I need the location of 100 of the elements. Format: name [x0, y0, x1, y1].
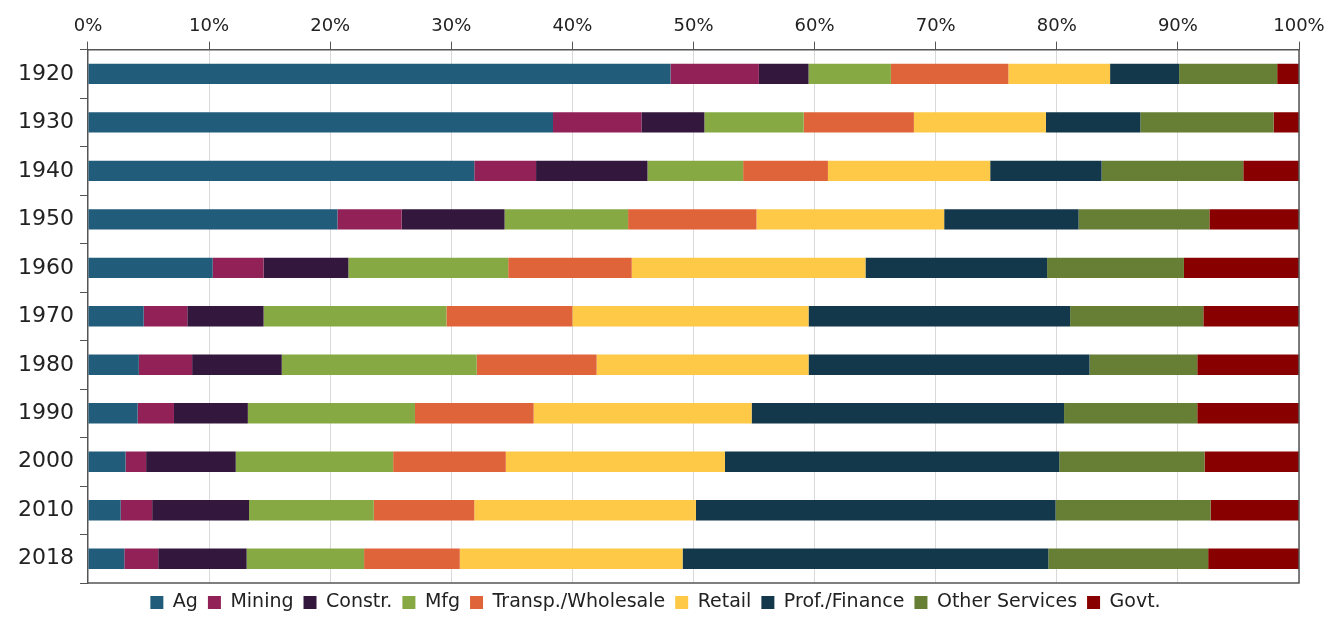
- bar: [1070, 306, 1204, 327]
- bar: [401, 209, 505, 230]
- y-tick-label: 2010: [17, 495, 74, 521]
- bar: [88, 451, 126, 472]
- bar: [1183, 257, 1299, 278]
- bar: [1197, 403, 1299, 424]
- bar: [446, 306, 573, 327]
- bar: [88, 306, 144, 327]
- bar: [281, 354, 477, 375]
- y-tick-label: 2000: [17, 447, 74, 473]
- bar: [124, 548, 159, 569]
- bar: [1059, 451, 1205, 472]
- bar: [152, 500, 250, 521]
- bar: [414, 403, 534, 424]
- bar: [235, 451, 394, 472]
- bar: [695, 500, 1056, 521]
- bar: [1045, 112, 1141, 133]
- bar: [137, 403, 174, 424]
- bar: [120, 500, 153, 521]
- bar: [1140, 112, 1274, 133]
- bar: [628, 209, 757, 230]
- x-tick-label: 90%: [1157, 14, 1198, 36]
- bar: [1277, 63, 1299, 85]
- bar: [1101, 160, 1244, 182]
- bar: [158, 548, 247, 569]
- bar: [647, 160, 744, 182]
- y-tick-label: 1930: [17, 108, 74, 134]
- bar: [536, 160, 648, 182]
- bar: [808, 63, 891, 85]
- bar: [348, 257, 509, 278]
- legend-label: Transp./Wholesale: [491, 589, 666, 612]
- bar: [724, 451, 1060, 472]
- bar: [533, 403, 752, 424]
- legend-label: Mining: [230, 589, 294, 612]
- bar: [88, 209, 338, 230]
- x-tick-label: 70%: [915, 14, 956, 36]
- y-tick-label: 1980: [17, 350, 74, 376]
- bar: [364, 548, 460, 569]
- bar: [1197, 354, 1299, 375]
- bar: [1273, 112, 1299, 133]
- bar: [808, 306, 1071, 327]
- bar: [143, 306, 188, 327]
- x-tick-label: 60%: [794, 14, 835, 36]
- legend-label: Govt.: [1109, 589, 1161, 612]
- bar: [827, 160, 991, 182]
- bar: [1179, 63, 1278, 85]
- y-tick-label: 1940: [17, 156, 74, 182]
- y-tick-label: 1920: [17, 59, 74, 85]
- bar: [88, 403, 138, 424]
- bar: [1047, 257, 1184, 278]
- bar: [125, 451, 147, 472]
- bar: [1048, 548, 1209, 569]
- x-tick-label: 20%: [310, 14, 351, 36]
- bar: [743, 160, 828, 182]
- bar: [476, 354, 597, 375]
- bar: [758, 63, 809, 85]
- bar: [1110, 63, 1180, 85]
- bar: [508, 257, 632, 278]
- bar: [1078, 209, 1210, 230]
- bar: [704, 112, 804, 133]
- legend-label: Constr.: [326, 589, 393, 612]
- legend-label: Mfg: [424, 589, 461, 612]
- legend-label: Prof./Finance: [783, 589, 905, 612]
- y-tick-label: 1990: [17, 399, 74, 424]
- x-tick-label: 50%: [673, 14, 714, 36]
- x-tick-label: 10%: [189, 14, 230, 36]
- bar: [1204, 451, 1299, 472]
- bar: [246, 548, 365, 569]
- bar: [803, 112, 914, 133]
- bar: [146, 451, 236, 472]
- legend-label: Other Services: [936, 589, 1078, 612]
- bar: [756, 209, 945, 230]
- legend-label: Ag: [172, 589, 198, 612]
- bar: [944, 209, 1079, 230]
- bar: [572, 306, 809, 327]
- y-tick-label: 1970: [17, 302, 74, 328]
- bar: [1209, 209, 1299, 230]
- bar: [1064, 403, 1198, 424]
- bar: [596, 354, 809, 375]
- bar: [631, 257, 866, 278]
- bar: [1210, 500, 1299, 521]
- bar: [865, 257, 1048, 278]
- bar: [249, 500, 374, 521]
- bar: [192, 354, 282, 375]
- bar: [808, 354, 1090, 375]
- bar: [373, 500, 475, 521]
- bar: [88, 354, 139, 375]
- bar: [187, 306, 264, 327]
- bar: [641, 112, 705, 133]
- x-tick-label: 40%: [552, 14, 593, 36]
- bar: [247, 403, 415, 424]
- x-tick-label: 100%: [1273, 14, 1325, 36]
- bar: [212, 257, 264, 278]
- bar: [88, 548, 125, 569]
- bar: [474, 160, 537, 182]
- y-tick-label: 1960: [17, 253, 74, 279]
- bar: [337, 209, 402, 230]
- bar: [474, 500, 696, 521]
- bar: [890, 63, 1009, 85]
- bar: [670, 63, 759, 85]
